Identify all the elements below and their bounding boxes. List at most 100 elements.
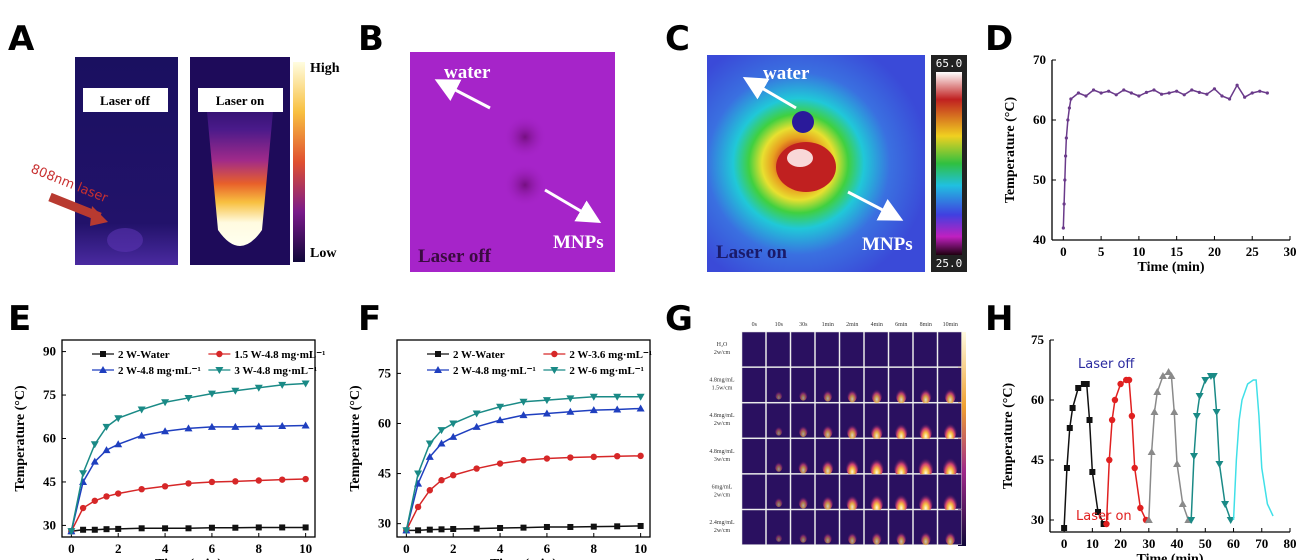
column-header: 4min: [871, 322, 883, 328]
marker: [426, 526, 433, 533]
marker: [90, 441, 99, 449]
row-label: 3w/cm: [714, 457, 731, 463]
marker: [472, 410, 481, 418]
thermal-cell: [815, 367, 840, 403]
legend-label: 2 W-4.8 mg·mL⁻¹: [118, 365, 201, 377]
row-label: 4.8mg/mL: [709, 413, 735, 419]
y-tick-label: 45: [378, 466, 392, 481]
legend-marker: [99, 366, 107, 373]
marker: [519, 398, 528, 406]
marker: [1265, 91, 1269, 95]
marker: [278, 381, 287, 389]
heat-tip: [822, 456, 834, 475]
heat-tip: [823, 386, 833, 402]
blob: [503, 163, 547, 207]
heat-tip: [847, 386, 858, 403]
marker: [1153, 388, 1162, 395]
heat-tip: [920, 528, 931, 546]
marker: [1209, 373, 1218, 380]
legend-label: 2 W-Water: [453, 349, 505, 361]
marker: [1137, 504, 1144, 512]
marker: [1067, 106, 1071, 110]
marker: [567, 523, 574, 530]
thermal-cell: [766, 402, 791, 439]
marker: [208, 524, 215, 531]
spot: [787, 149, 813, 167]
x-tick-label: 4: [497, 541, 504, 556]
marker: [1190, 88, 1194, 92]
marker: [1235, 83, 1239, 87]
marker: [1061, 525, 1068, 531]
marker: [79, 470, 88, 478]
heat-tip: [870, 419, 883, 440]
marker: [1084, 94, 1088, 98]
column-header: 8min: [920, 322, 932, 328]
thermal-cell: [741, 474, 766, 510]
heat-tip: [894, 419, 908, 441]
annotation: Laser on: [1076, 509, 1132, 524]
spot: [776, 142, 836, 192]
y-tick-label: 75: [378, 365, 392, 380]
label-box: [83, 88, 168, 112]
x-tick-label: 10: [1132, 244, 1145, 259]
marker: [1220, 94, 1224, 98]
marker: [1197, 90, 1201, 94]
scale-label: 25.0: [936, 257, 963, 270]
marker: [1086, 417, 1093, 423]
x-tick-label: 30: [1142, 536, 1155, 551]
y-tick-label: 60: [43, 431, 56, 446]
marker: [449, 432, 458, 440]
marker: [1164, 368, 1173, 375]
marker: [1066, 118, 1070, 122]
heat-tip: [822, 421, 833, 438]
marker: [1187, 517, 1196, 524]
image-label: water: [444, 62, 491, 83]
legend-marker: [551, 350, 558, 358]
marker: [79, 504, 87, 512]
panel-label: A: [8, 19, 35, 59]
marker: [1178, 500, 1187, 507]
legend-label: 3 W-4.8 mg·mL⁻¹: [234, 365, 317, 377]
thermal-cell: [839, 509, 864, 545]
marker: [637, 522, 644, 529]
heat-tip: [944, 384, 956, 404]
heat-tip: [918, 489, 933, 513]
marker: [1083, 381, 1090, 387]
marker: [1212, 87, 1217, 91]
marker: [102, 423, 111, 431]
series-line: [1232, 379, 1274, 521]
x-tick-label: 40: [1171, 536, 1184, 551]
heat-tip: [919, 418, 933, 441]
column-header: 30s: [799, 322, 808, 328]
marker: [1147, 448, 1156, 455]
marker: [1095, 509, 1101, 515]
marker: [90, 457, 99, 465]
marker: [402, 527, 411, 535]
marker: [232, 524, 239, 531]
heat-tip: [871, 385, 883, 404]
image-label: MNPs: [862, 234, 913, 255]
marker: [302, 475, 309, 483]
marker: [1158, 372, 1167, 379]
heat-tip: [846, 491, 859, 511]
panel-label: H: [985, 299, 1013, 339]
panel-a: Laser off Laser on 808nm laser High Low: [29, 57, 340, 265]
marker: [1063, 178, 1067, 182]
marker: [1144, 516, 1153, 523]
legend-marker: [435, 351, 441, 357]
scale-label: Low: [310, 246, 337, 261]
series-line: [70, 478, 306, 532]
marker: [473, 525, 480, 532]
marker: [301, 380, 310, 388]
blob: [503, 115, 547, 159]
x-tick-label: 10: [1086, 536, 1099, 551]
thermal-cell: [815, 509, 840, 545]
heat-tip: [799, 530, 808, 543]
thermal-cell: [913, 331, 938, 367]
marker: [137, 431, 146, 439]
heat-tip: [846, 420, 858, 440]
marker: [542, 397, 551, 405]
marker: [279, 476, 286, 483]
marker: [207, 390, 216, 398]
